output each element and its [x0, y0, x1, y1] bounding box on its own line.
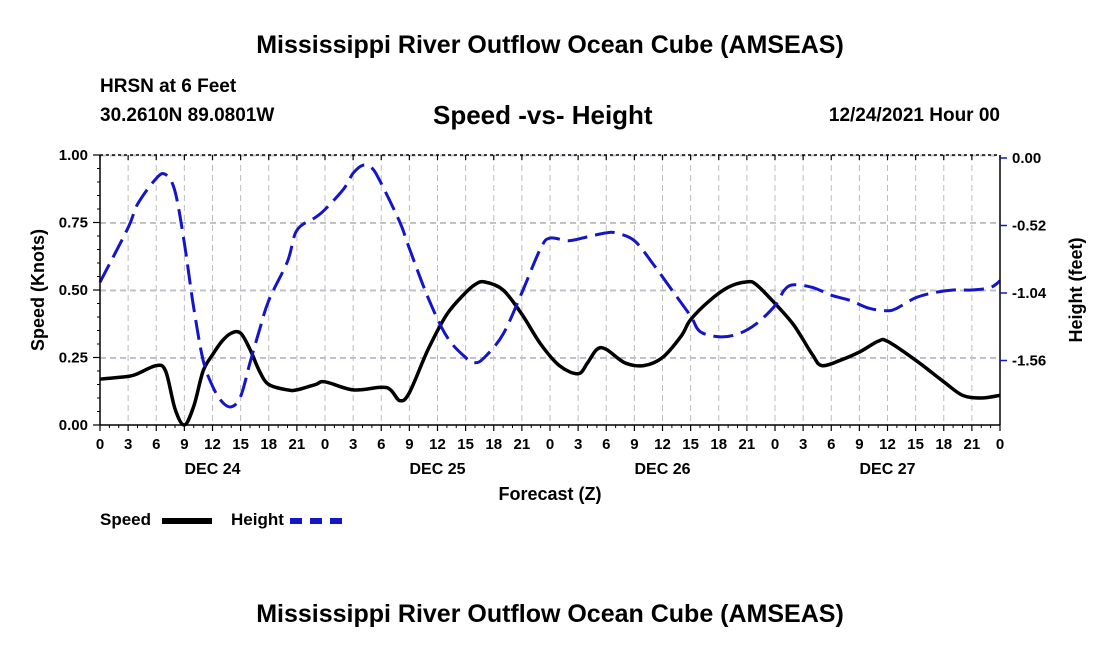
x-tick-label: 18 [935, 436, 952, 453]
x-tick-label: 21 [964, 436, 981, 453]
series-layer [98, 163, 1001, 427]
y-tick-label-left: 0.25 [59, 350, 88, 367]
x-tick-label: 12 [654, 436, 671, 453]
x-tick-label: 18 [485, 436, 502, 453]
chart-subtitle: Speed -vs- Height [433, 100, 653, 130]
series-height-line [98, 163, 1001, 409]
chart-title: Mississippi River Outflow Ocean Cube (AM… [256, 31, 844, 59]
footer-title: Mississippi River Outflow Ocean Cube (AM… [256, 600, 844, 628]
grid [100, 154, 1000, 425]
x-tick-label: 21 [514, 436, 531, 453]
x-tick-label: 9 [405, 436, 413, 453]
y-tick-label-right: -0.52 [1012, 218, 1046, 235]
x-tick-label: 21 [289, 436, 306, 453]
coordinates-label: 30.2610N 89.0801W [100, 105, 275, 126]
y-tick-label-right: 0.00 [1012, 150, 1041, 167]
x-tick-label: 9 [180, 436, 188, 453]
x-tick-label: 9 [630, 436, 638, 453]
day-label: DEC 24 [184, 461, 240, 478]
legend-speed-swatch [162, 518, 212, 524]
day-label: DEC 27 [859, 461, 915, 478]
x-tick-label: 15 [907, 436, 924, 453]
x-tick-label: 12 [879, 436, 896, 453]
x-tick-label: 0 [96, 436, 104, 453]
x-tick-label: 0 [996, 436, 1004, 453]
y-tick-label-left: 0.50 [59, 282, 88, 299]
x-tick-label: 6 [377, 436, 385, 453]
x-axis-title: Forecast (Z) [498, 484, 601, 504]
x-tick-label: 6 [827, 436, 835, 453]
axis-labels: 0 3 6 9 12 15 18 21 0 3 6 9 12 15 18 21 0 3 6 9 12 15 18 21 0 3 6 9… [28, 147, 1086, 504]
station-label: HRSN at 6 Feet [100, 76, 237, 97]
x-tick-label: 21 [739, 436, 756, 453]
day-label: DEC 26 [634, 461, 690, 478]
x-tick-label: 18 [710, 436, 727, 453]
x-tick-label: 3 [349, 436, 357, 453]
y-tick-label-left: 0.75 [59, 215, 88, 232]
day-label: DEC 25 [409, 461, 465, 478]
x-tick-label: 6 [152, 436, 160, 453]
y-tick-label-right: -1.56 [1012, 353, 1046, 370]
x-tick-label: 9 [855, 436, 863, 453]
x-tick-label: 3 [799, 436, 807, 453]
legend-height-label: Height [231, 510, 284, 529]
speed-height-chart: 0 3 6 9 12 15 18 21 0 3 6 9 12 15 18 21 0 3 6 9 12 15 18 21 0 3 6 9… [28, 147, 1086, 504]
x-tick-label: 15 [682, 436, 699, 453]
x-tick-label: 0 [771, 436, 779, 453]
y-axis-title-left: Speed (Knots) [28, 229, 48, 351]
x-tick-label: 3 [124, 436, 132, 453]
datetime-label: 12/24/2021 Hour 00 [828, 105, 1000, 126]
x-tick-label: 6 [602, 436, 610, 453]
y-axis-title-right: Height (feet) [1066, 238, 1086, 343]
axes [93, 154, 1007, 431]
x-tick-label: 0 [546, 436, 554, 453]
x-tick-label: 12 [429, 436, 446, 453]
x-tick-label: 0 [321, 436, 329, 453]
x-tick-label: 15 [457, 436, 474, 453]
y-tick-label-left: 1.00 [59, 147, 88, 164]
x-tick-label: 3 [574, 436, 582, 453]
legend-speed-label: Speed [100, 510, 152, 529]
x-tick-label: 15 [232, 436, 249, 453]
x-tick-label: 12 [204, 436, 221, 453]
x-tick-label: 18 [260, 436, 277, 453]
y-tick-label-left: 0.00 [59, 417, 88, 434]
y-tick-label-right: -1.04 [1012, 285, 1047, 302]
legend-height-swatch [290, 518, 342, 524]
series-speed-line [99, 279, 1001, 427]
